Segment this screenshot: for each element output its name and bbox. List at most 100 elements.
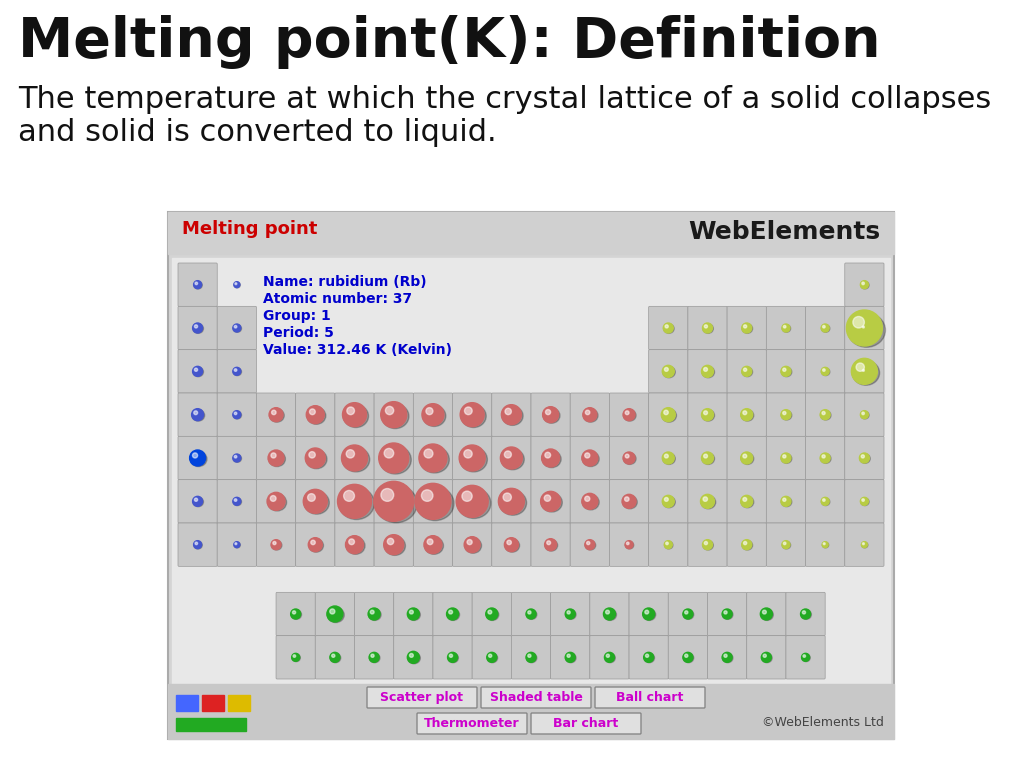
Ellipse shape [408,609,420,621]
Ellipse shape [722,653,732,663]
Ellipse shape [860,498,870,505]
Circle shape [644,611,649,614]
FancyBboxPatch shape [687,436,727,479]
Circle shape [234,369,237,371]
FancyBboxPatch shape [805,479,845,523]
Ellipse shape [665,542,673,549]
FancyBboxPatch shape [374,436,413,479]
FancyBboxPatch shape [413,436,452,479]
Circle shape [684,611,687,614]
Circle shape [267,492,285,510]
Circle shape [346,449,355,458]
Circle shape [503,493,512,502]
Ellipse shape [821,498,830,505]
FancyBboxPatch shape [747,592,786,636]
FancyBboxPatch shape [374,523,413,566]
Ellipse shape [194,542,203,549]
FancyBboxPatch shape [217,350,257,393]
Circle shape [781,410,791,420]
Circle shape [526,652,536,663]
Circle shape [664,498,668,502]
Circle shape [192,367,203,377]
Circle shape [369,652,380,663]
Circle shape [662,365,674,377]
Circle shape [860,497,869,505]
Text: Scatter plot: Scatter plot [381,691,463,704]
Circle shape [802,653,809,661]
Ellipse shape [566,610,576,619]
Circle shape [235,543,237,545]
Circle shape [683,609,693,619]
Ellipse shape [268,494,286,511]
Circle shape [582,493,597,509]
FancyBboxPatch shape [550,592,590,636]
FancyBboxPatch shape [668,636,708,679]
Circle shape [409,611,413,614]
Circle shape [724,611,727,614]
Circle shape [704,367,708,371]
FancyBboxPatch shape [766,393,805,436]
FancyBboxPatch shape [355,592,394,636]
Circle shape [428,539,433,545]
Text: Value: 312.46 K (Kelvin): Value: 312.46 K (Kelvin) [263,343,452,357]
FancyBboxPatch shape [413,523,452,566]
Ellipse shape [330,653,341,663]
Ellipse shape [527,610,537,619]
Circle shape [234,412,237,415]
Text: WebElements: WebElements [687,220,880,244]
Circle shape [623,452,635,464]
FancyBboxPatch shape [649,436,687,479]
FancyBboxPatch shape [433,592,473,636]
Circle shape [663,323,673,333]
Ellipse shape [233,324,241,332]
Circle shape [567,611,570,614]
FancyBboxPatch shape [727,523,766,566]
Circle shape [666,542,668,545]
Ellipse shape [193,367,204,377]
Circle shape [702,452,713,464]
Ellipse shape [291,610,302,619]
Circle shape [742,323,752,333]
Circle shape [234,542,239,548]
Circle shape [293,611,296,614]
Circle shape [424,535,442,554]
Circle shape [415,483,451,519]
FancyBboxPatch shape [433,636,473,679]
Circle shape [741,495,753,507]
Circle shape [542,407,559,423]
Circle shape [329,652,340,663]
Circle shape [233,410,240,419]
Circle shape [585,540,594,550]
FancyBboxPatch shape [492,436,531,479]
Ellipse shape [542,450,562,468]
Circle shape [349,539,355,545]
Ellipse shape [582,495,599,510]
Circle shape [344,490,355,502]
Circle shape [233,454,240,462]
Ellipse shape [344,405,368,427]
Ellipse shape [820,410,831,420]
Ellipse shape [782,497,792,507]
Circle shape [625,411,629,415]
FancyBboxPatch shape [355,636,394,679]
Circle shape [544,495,550,502]
Bar [172,258,890,684]
Circle shape [743,454,747,458]
Circle shape [605,652,615,663]
Circle shape [504,451,512,458]
FancyBboxPatch shape [786,636,826,679]
FancyBboxPatch shape [550,636,590,679]
Circle shape [566,609,575,619]
Circle shape [741,409,753,420]
Text: Shaded table: Shaded table [490,691,582,704]
Ellipse shape [683,610,694,619]
Circle shape [820,410,831,420]
Ellipse shape [605,653,615,663]
Circle shape [664,454,668,458]
Circle shape [861,499,864,502]
Ellipse shape [307,407,325,424]
FancyBboxPatch shape [590,592,629,636]
Circle shape [703,540,712,550]
Ellipse shape [234,282,240,288]
Circle shape [761,652,771,663]
